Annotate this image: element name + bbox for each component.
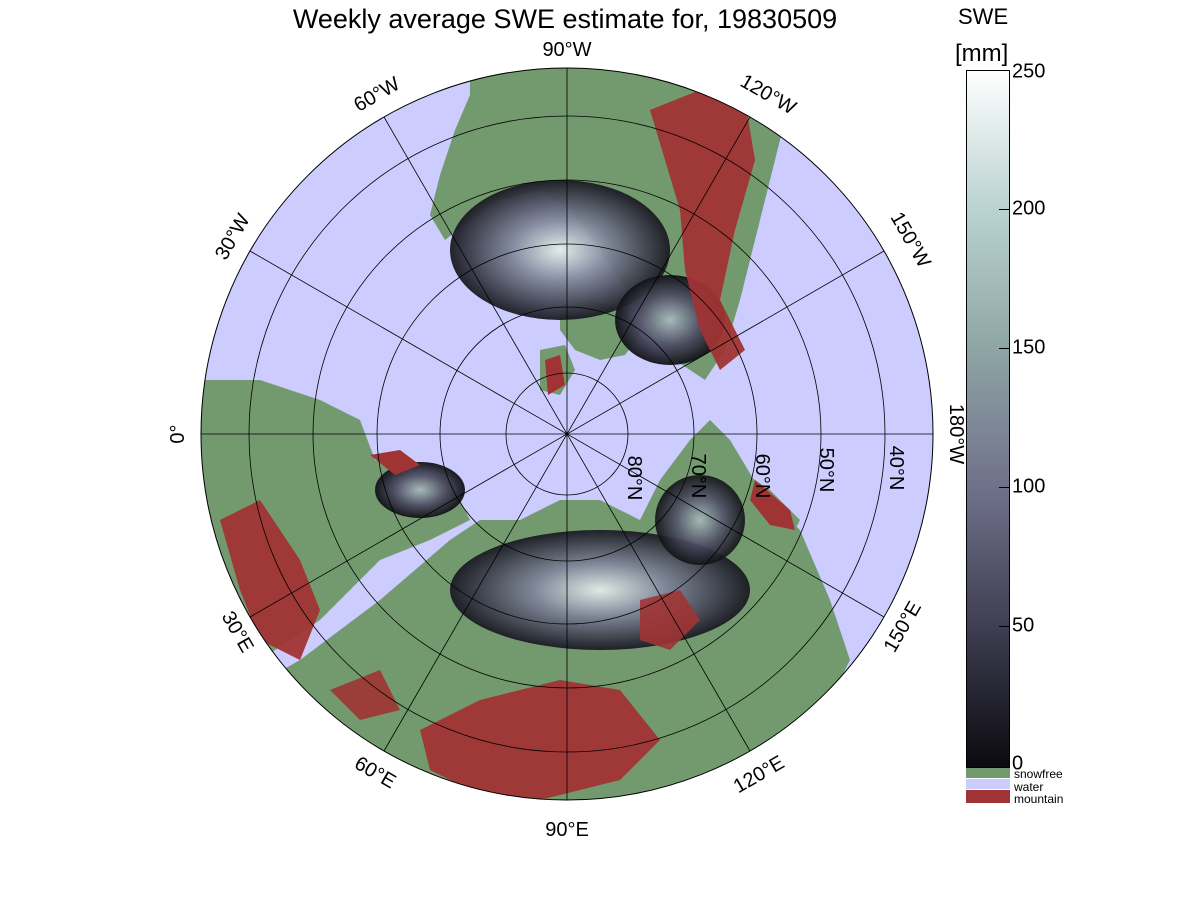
colorbar-tickmark (999, 209, 1010, 210)
lat-label-40n: 40°N (885, 446, 907, 491)
colorbar-tickmark (999, 626, 1010, 627)
colorbar-tick-100: 100 (1012, 475, 1046, 498)
lat-label-80n: 80°N (623, 456, 645, 501)
lon-label-90w: 90°W (542, 39, 591, 61)
mountain-scandinavia (370, 450, 420, 475)
longitude-lines (201, 68, 933, 800)
lon-label-60e: 60°E (351, 752, 400, 793)
lon-label-90e: 90°E (545, 819, 589, 841)
colorbar-tick-0: 0 (1012, 752, 1024, 775)
snow-region-north-america (450, 180, 670, 320)
lon-label-180w: 180°W (945, 404, 967, 464)
legend-label-water: water (1014, 780, 1044, 794)
mountain-east-siberia (640, 590, 700, 650)
colorbar-tickmark (999, 487, 1010, 488)
colorbar-tick-250: 250 (1012, 60, 1046, 83)
lat-label-70n: 70°N (687, 454, 709, 499)
map-boundary (200, 67, 934, 801)
colorbar-label: SWE (958, 4, 1009, 29)
map-disk (201, 68, 933, 800)
mountain-greenland-edge (545, 355, 565, 395)
mountain-central-asia (420, 680, 660, 800)
snow-region-scandinavia (375, 462, 465, 518)
mountain-europe (220, 500, 320, 660)
mountain-tibet (330, 670, 400, 720)
colorbar (966, 70, 1010, 768)
map-title: Weekly average SWE estimate for, 1983050… (292, 4, 838, 34)
colorbar-tick-150: 150 (1012, 336, 1046, 359)
legend-swatch-water (966, 779, 1010, 789)
lon-label-120e: 120°E (730, 752, 788, 798)
lon-label-150w: 150°W (886, 208, 935, 271)
legend-label-mountain: mountain (1014, 792, 1064, 806)
colorbar-tickmark (999, 348, 1010, 349)
colorbar-tick-200: 200 (1012, 197, 1046, 220)
lat-label-50n: 50°N (815, 448, 837, 493)
legend-swatch-mountain (966, 790, 1010, 803)
colorbar-unit: [mm] (955, 40, 1009, 67)
legend-swatch-snowfree (966, 768, 1010, 778)
mountain-kamchatka (750, 480, 795, 530)
legend-label-snowfree: snowfree (1014, 767, 1063, 781)
lat-label-60n: 60°N (751, 454, 773, 499)
lon-label-120w: 120°W (736, 70, 799, 119)
lon-label-0: 0° (167, 424, 189, 443)
colorbar-tick-50: 50 (1012, 614, 1035, 637)
